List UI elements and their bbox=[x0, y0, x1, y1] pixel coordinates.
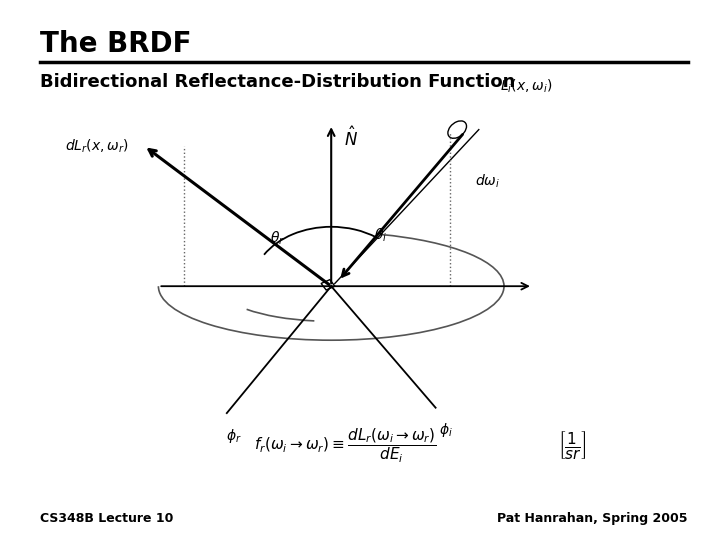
Text: $\left[\dfrac{1}{sr}\right]$: $\left[\dfrac{1}{sr}\right]$ bbox=[558, 429, 587, 462]
Text: $L_i(x,\omega_i)$: $L_i(x,\omega_i)$ bbox=[500, 77, 553, 94]
Text: CS348B Lecture 10: CS348B Lecture 10 bbox=[40, 512, 173, 525]
Text: $\theta_i$: $\theta_i$ bbox=[374, 226, 387, 244]
Text: The BRDF: The BRDF bbox=[40, 30, 191, 58]
Text: Bidirectional Reflectance-Distribution Function: Bidirectional Reflectance-Distribution F… bbox=[40, 73, 515, 91]
Bar bbox=[321, 280, 335, 290]
Text: $\phi_r$: $\phi_r$ bbox=[226, 427, 242, 444]
Text: $d\omega_i$: $d\omega_i$ bbox=[475, 172, 500, 190]
Text: $\theta_r$: $\theta_r$ bbox=[270, 230, 284, 247]
Text: Pat Hanrahan, Spring 2005: Pat Hanrahan, Spring 2005 bbox=[497, 512, 688, 525]
Text: $\phi_i$: $\phi_i$ bbox=[439, 421, 454, 439]
Text: $dL_r(x,\omega_r)$: $dL_r(x,\omega_r)$ bbox=[65, 137, 129, 154]
Text: $\hat{N}$: $\hat{N}$ bbox=[344, 127, 358, 151]
Text: $f_r(\omega_i \rightarrow \omega_r) \equiv \dfrac{dL_r(\omega_i \rightarrow \ome: $f_r(\omega_i \rightarrow \omega_r) \equ… bbox=[254, 426, 437, 465]
